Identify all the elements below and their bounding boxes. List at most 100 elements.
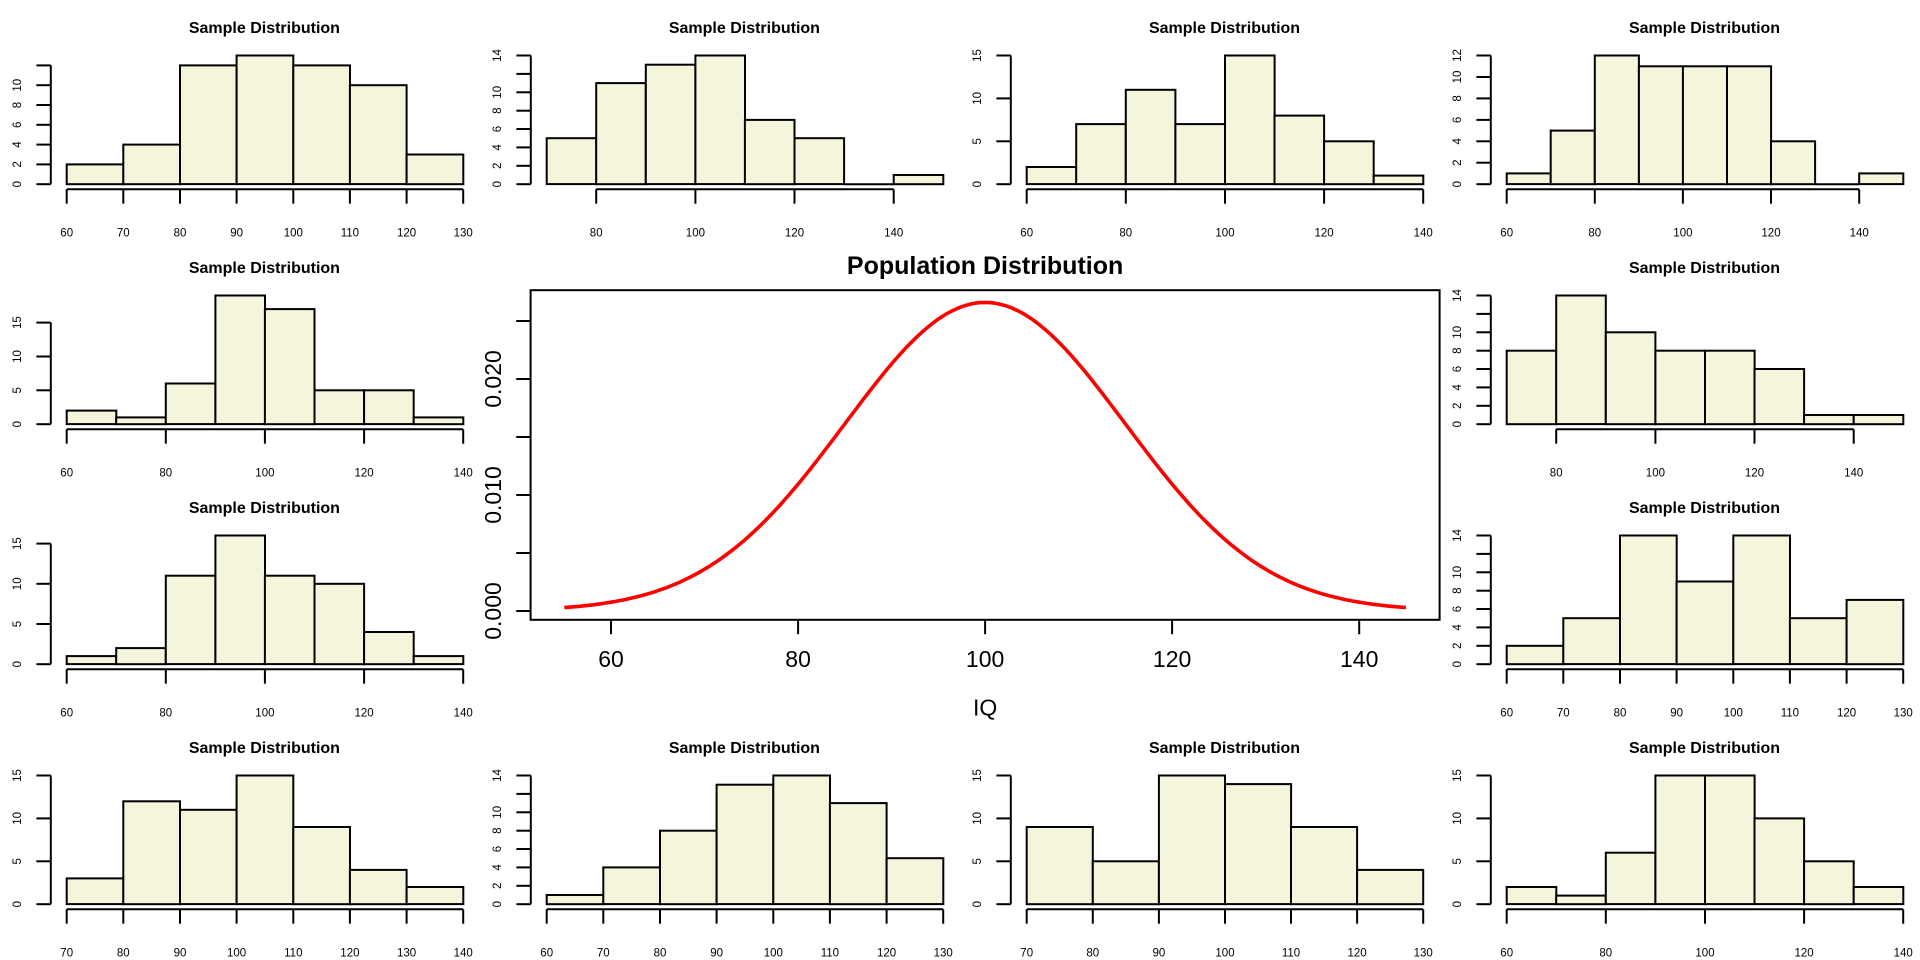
svg-text:0: 0 <box>972 901 984 907</box>
svg-text:4: 4 <box>1452 138 1464 145</box>
svg-text:120: 120 <box>355 708 374 720</box>
svg-text:15: 15 <box>12 316 24 329</box>
svg-text:100: 100 <box>1215 228 1234 240</box>
svg-text:120: 120 <box>1315 228 1334 240</box>
svg-text:80: 80 <box>1119 228 1132 240</box>
svg-text:140: 140 <box>1850 228 1869 240</box>
svg-text:120: 120 <box>1761 228 1780 240</box>
svg-text:80: 80 <box>1588 228 1601 240</box>
svg-text:Sample Distribution: Sample Distribution <box>189 500 340 517</box>
svg-text:4: 4 <box>12 141 24 148</box>
svg-text:120: 120 <box>1837 708 1856 720</box>
svg-text:10: 10 <box>972 92 984 105</box>
svg-text:80: 80 <box>654 948 667 960</box>
svg-text:10: 10 <box>1452 566 1464 579</box>
svg-text:0: 0 <box>12 661 24 667</box>
svg-text:0.010: 0.010 <box>480 466 506 524</box>
svg-text:120: 120 <box>877 948 896 960</box>
svg-text:5: 5 <box>12 387 24 393</box>
svg-text:10: 10 <box>1452 326 1464 339</box>
svg-text:100: 100 <box>1215 948 1234 960</box>
svg-text:90: 90 <box>174 948 187 960</box>
svg-text:100: 100 <box>1646 468 1665 480</box>
svg-text:80: 80 <box>174 228 187 240</box>
svg-text:10: 10 <box>12 577 24 590</box>
svg-text:80: 80 <box>117 948 130 960</box>
svg-text:2: 2 <box>1452 643 1464 649</box>
svg-text:100: 100 <box>255 708 274 720</box>
svg-text:Sample Distribution: Sample Distribution <box>1149 740 1300 757</box>
svg-text:0: 0 <box>972 181 984 187</box>
svg-text:0: 0 <box>12 421 24 427</box>
svg-text:100: 100 <box>764 948 783 960</box>
svg-text:110: 110 <box>284 948 302 960</box>
svg-text:140: 140 <box>454 468 473 480</box>
svg-text:100: 100 <box>284 228 303 240</box>
svg-text:8: 8 <box>1452 95 1464 101</box>
svg-text:4: 4 <box>492 864 504 871</box>
svg-text:5: 5 <box>12 858 24 864</box>
svg-text:IQ: IQ <box>973 695 997 721</box>
svg-text:10: 10 <box>12 350 24 363</box>
svg-text:120: 120 <box>1795 948 1814 960</box>
svg-text:80: 80 <box>159 708 172 720</box>
svg-text:2: 2 <box>492 883 504 889</box>
svg-text:Population Distribution: Population Distribution <box>847 252 1123 280</box>
svg-text:0: 0 <box>1452 661 1464 667</box>
svg-text:6: 6 <box>492 126 504 132</box>
svg-text:100: 100 <box>1695 948 1714 960</box>
svg-text:70: 70 <box>60 948 73 960</box>
svg-text:Sample Distribution: Sample Distribution <box>1629 740 1780 757</box>
svg-text:10: 10 <box>492 806 504 819</box>
svg-text:140: 140 <box>1844 468 1863 480</box>
svg-text:120: 120 <box>340 948 359 960</box>
svg-text:80: 80 <box>159 468 172 480</box>
svg-text:100: 100 <box>966 646 1004 672</box>
svg-text:0: 0 <box>492 901 504 907</box>
svg-text:60: 60 <box>598 646 624 672</box>
svg-text:60: 60 <box>1020 228 1033 240</box>
svg-text:120: 120 <box>1348 948 1367 960</box>
svg-text:60: 60 <box>540 948 553 960</box>
svg-text:Sample Distribution: Sample Distribution <box>1629 20 1780 37</box>
svg-text:14: 14 <box>1452 289 1464 302</box>
svg-text:140: 140 <box>1894 948 1913 960</box>
svg-text:0: 0 <box>1452 181 1464 187</box>
svg-text:120: 120 <box>1153 646 1191 672</box>
svg-text:80: 80 <box>1086 948 1099 960</box>
svg-text:0: 0 <box>1452 421 1464 427</box>
svg-text:2: 2 <box>1452 159 1464 165</box>
svg-text:140: 140 <box>454 948 473 960</box>
svg-text:5: 5 <box>1452 858 1464 864</box>
svg-text:80: 80 <box>590 228 603 240</box>
svg-text:120: 120 <box>1745 468 1764 480</box>
svg-text:70: 70 <box>117 228 130 240</box>
svg-text:4: 4 <box>492 144 504 151</box>
svg-text:15: 15 <box>972 49 984 62</box>
svg-text:5: 5 <box>972 138 984 144</box>
svg-text:8: 8 <box>1452 587 1464 593</box>
svg-text:8: 8 <box>1452 347 1464 353</box>
svg-text:70: 70 <box>597 948 610 960</box>
svg-text:15: 15 <box>12 537 24 550</box>
svg-text:14: 14 <box>1452 529 1464 542</box>
svg-text:Sample Distribution: Sample Distribution <box>669 20 820 37</box>
svg-text:10: 10 <box>12 812 24 825</box>
svg-text:Sample Distribution: Sample Distribution <box>189 740 340 757</box>
svg-text:90: 90 <box>1153 948 1166 960</box>
svg-text:110: 110 <box>1781 708 1799 720</box>
svg-text:Sample Distribution: Sample Distribution <box>189 20 340 37</box>
svg-text:5: 5 <box>972 858 984 864</box>
svg-text:80: 80 <box>1614 708 1627 720</box>
svg-text:100: 100 <box>255 468 274 480</box>
svg-text:90: 90 <box>230 228 243 240</box>
svg-text:10: 10 <box>1452 812 1464 825</box>
svg-text:120: 120 <box>355 468 374 480</box>
svg-text:6: 6 <box>1452 606 1464 612</box>
svg-text:140: 140 <box>454 708 473 720</box>
svg-text:120: 120 <box>397 228 416 240</box>
svg-text:2: 2 <box>492 163 504 169</box>
svg-text:130: 130 <box>397 948 416 960</box>
svg-text:14: 14 <box>492 769 504 782</box>
svg-text:8: 8 <box>492 107 504 113</box>
